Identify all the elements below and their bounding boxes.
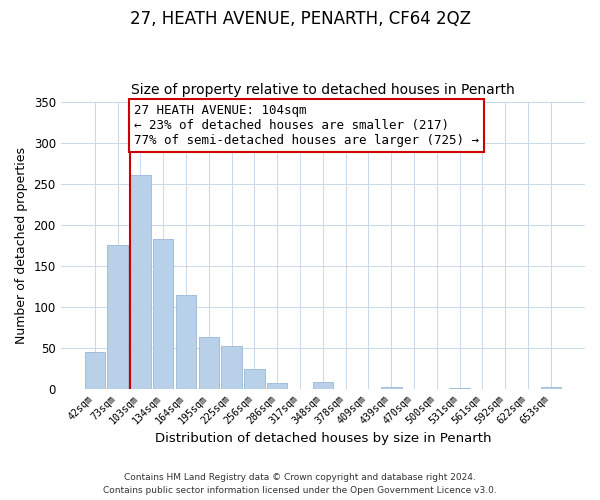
Text: 27, HEATH AVENUE, PENARTH, CF64 2QZ: 27, HEATH AVENUE, PENARTH, CF64 2QZ xyxy=(130,10,470,28)
Bar xyxy=(221,346,242,389)
Bar xyxy=(449,388,470,389)
Text: 27 HEATH AVENUE: 104sqm
← 23% of detached houses are smaller (217)
77% of semi-d: 27 HEATH AVENUE: 104sqm ← 23% of detache… xyxy=(134,104,479,147)
Bar xyxy=(244,368,265,389)
Bar xyxy=(541,388,561,389)
X-axis label: Distribution of detached houses by size in Penarth: Distribution of detached houses by size … xyxy=(155,432,491,445)
Bar xyxy=(381,386,401,389)
Bar xyxy=(176,295,196,389)
Bar xyxy=(107,245,128,389)
Y-axis label: Number of detached properties: Number of detached properties xyxy=(15,147,28,344)
Bar xyxy=(199,336,219,389)
Bar xyxy=(153,239,173,389)
Text: Contains HM Land Registry data © Crown copyright and database right 2024.
Contai: Contains HM Land Registry data © Crown c… xyxy=(103,474,497,495)
Bar xyxy=(130,175,151,389)
Title: Size of property relative to detached houses in Penarth: Size of property relative to detached ho… xyxy=(131,83,515,97)
Bar xyxy=(85,352,105,389)
Bar xyxy=(313,382,333,389)
Bar xyxy=(267,382,287,389)
